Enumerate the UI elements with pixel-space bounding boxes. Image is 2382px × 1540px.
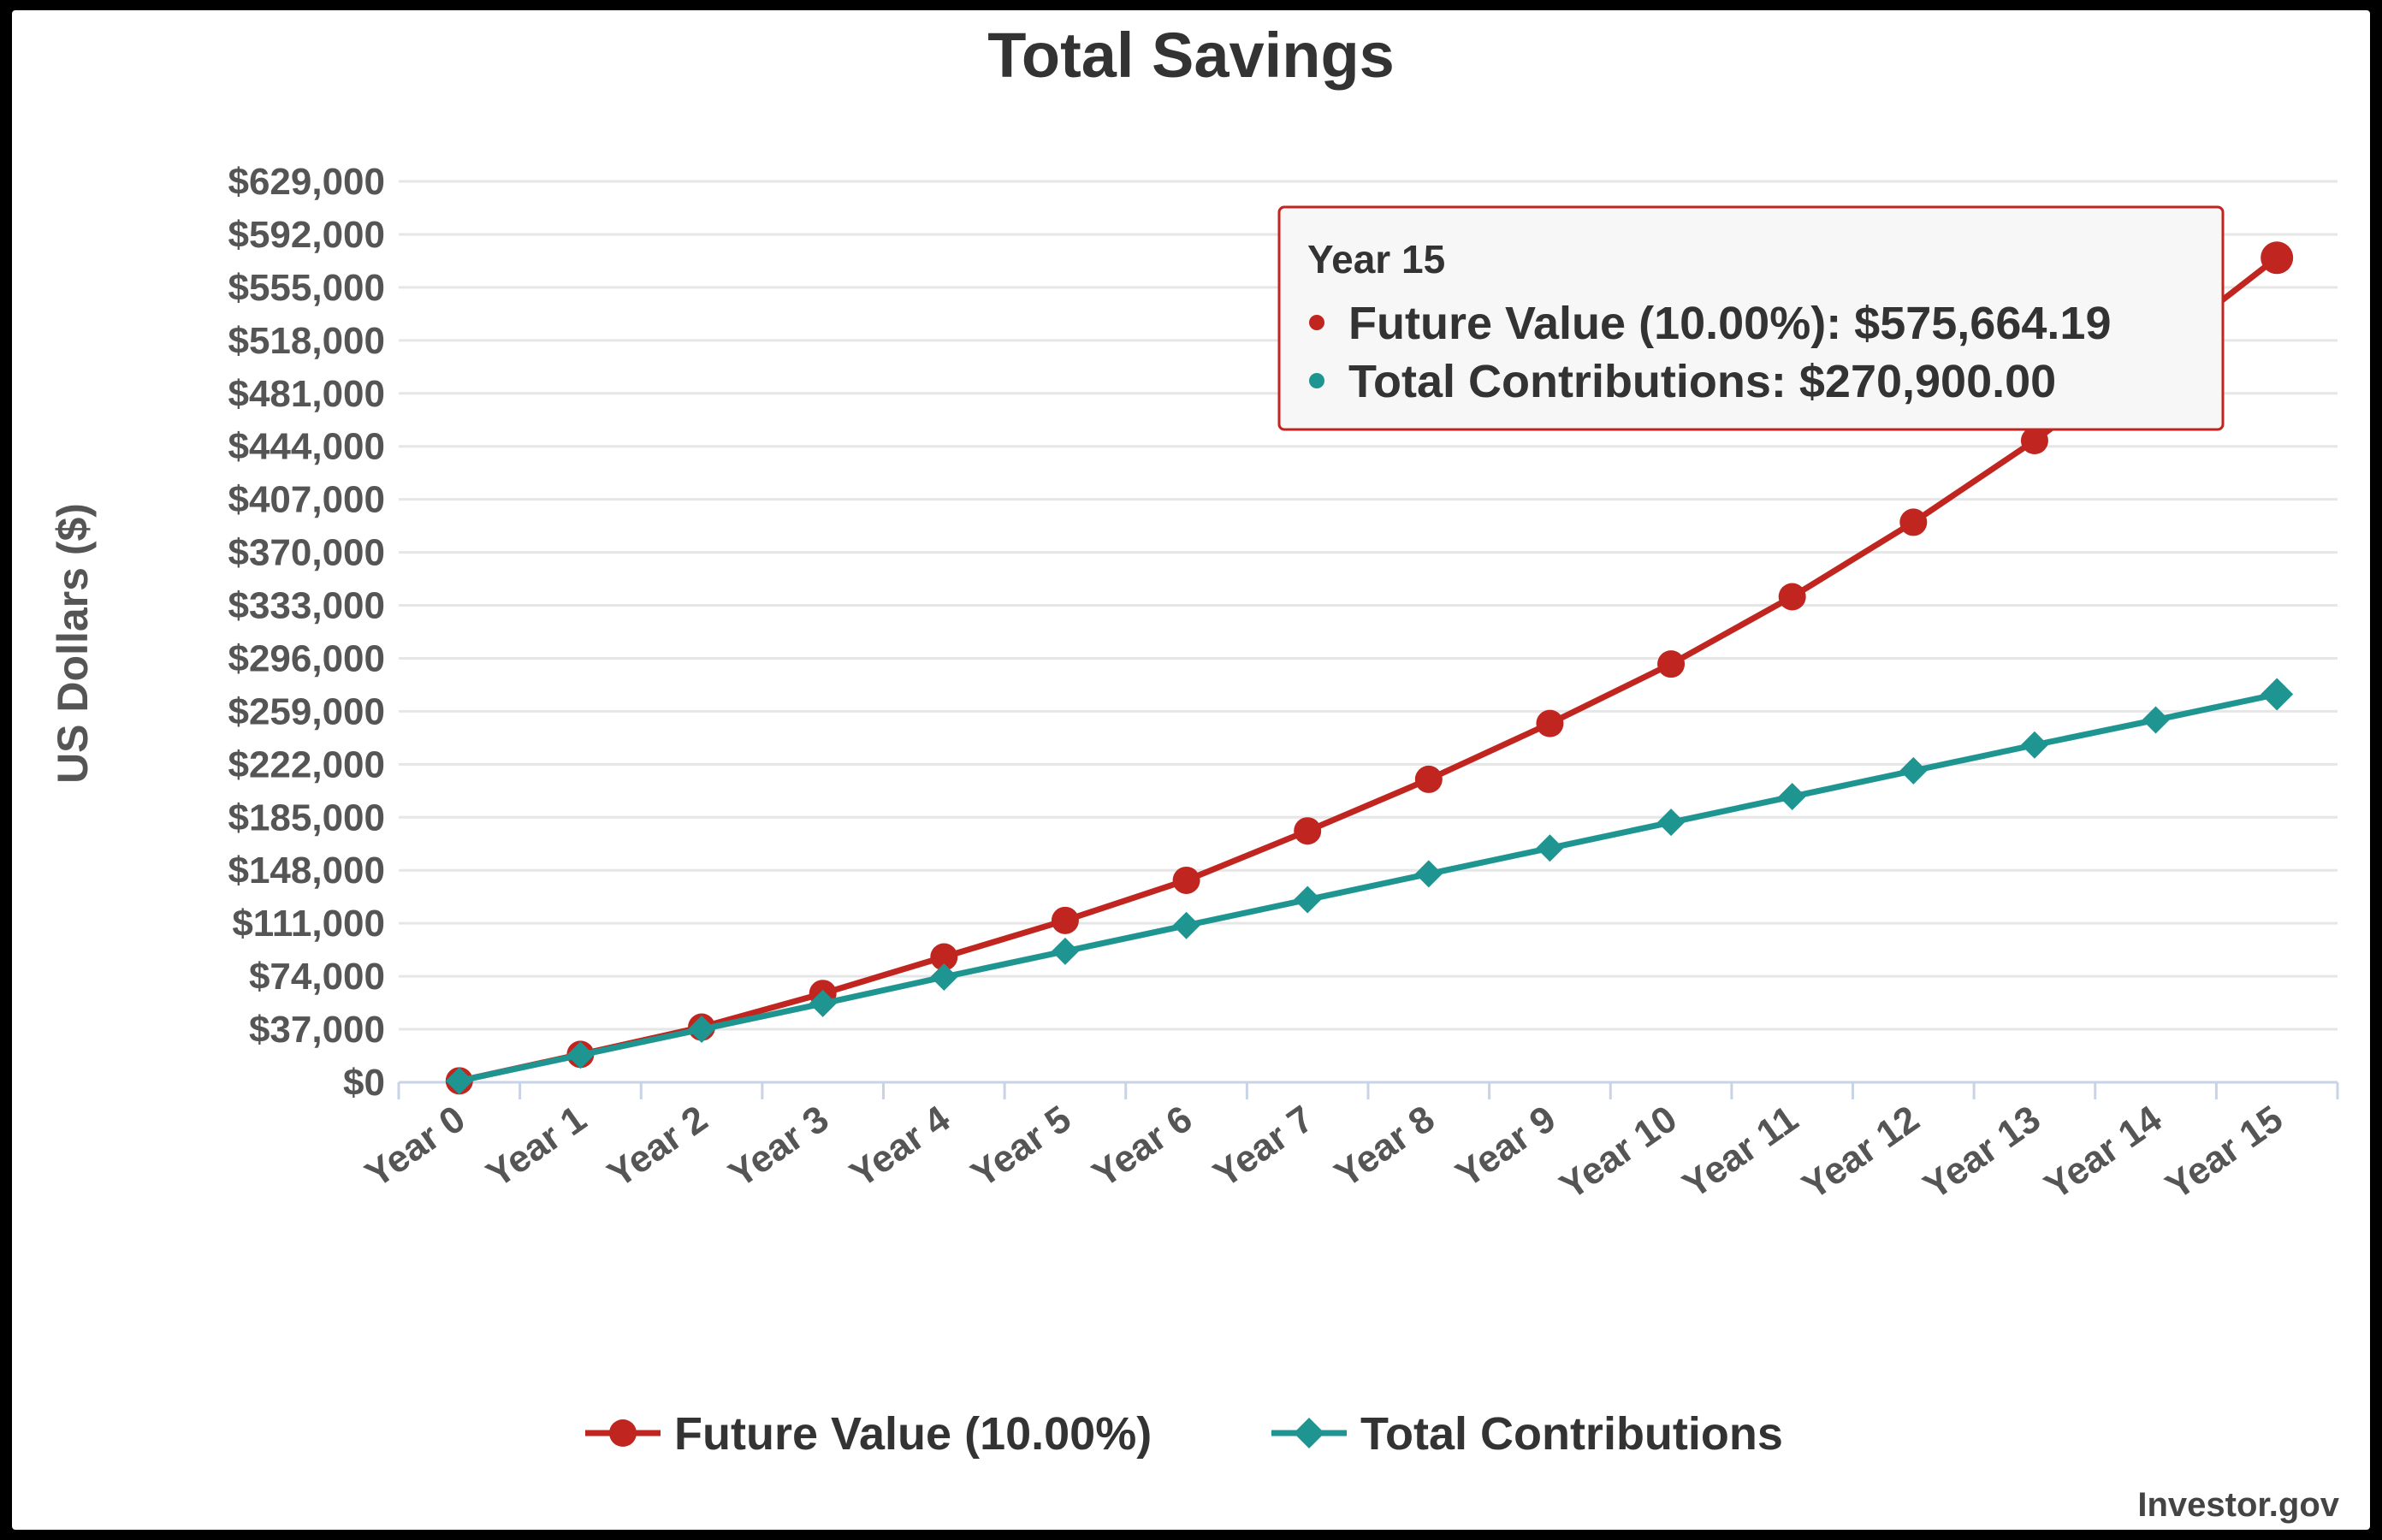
point-total-contributions[interactable] xyxy=(1051,937,1079,965)
x-tick-label: Year 8 xyxy=(1327,1098,1442,1196)
tooltip: Year 15 Future Value (10.00%): $575,664.… xyxy=(1277,205,2225,431)
tooltip-header: Year 15 xyxy=(1307,237,1445,281)
y-tick-label: $0 xyxy=(343,1062,385,1104)
chart-svg: Total Savings US Dollars ($) $0 $37,000 $7… xyxy=(49,20,2340,1524)
point-future-value-10-00[interactable] xyxy=(1414,765,1443,793)
tooltip-dot-future-value xyxy=(1309,315,1324,330)
point-total-contributions[interactable] xyxy=(809,989,837,1017)
point-total-contributions[interactable] xyxy=(2020,731,2048,759)
x-axis xyxy=(397,1081,2339,1099)
point-total-contributions[interactable] xyxy=(2261,678,2294,711)
credit-link[interactable]: Investor.gov xyxy=(2137,1486,2339,1524)
x-tick-label: Year 7 xyxy=(1206,1098,1321,1196)
x-tick-label: Year 11 xyxy=(1675,1098,1805,1206)
point-future-value-10-00[interactable] xyxy=(2020,427,2048,455)
y-tick-label: $37,000 xyxy=(249,1009,385,1051)
point-total-contributions[interactable] xyxy=(1657,808,1686,837)
point-future-value-10-00[interactable] xyxy=(930,943,958,971)
x-tick-label: Year 2 xyxy=(600,1098,714,1196)
x-tick-label: Year 4 xyxy=(843,1098,958,1196)
x-tick-label: Year 5 xyxy=(963,1098,1078,1196)
point-future-value-10-00[interactable] xyxy=(1899,508,1928,536)
y-tick-label: $148,000 xyxy=(228,850,385,891)
x-tick-label: Year 14 xyxy=(2037,1098,2170,1208)
legend-item-total-contributions[interactable]: Total Contributions xyxy=(1271,1408,1783,1460)
y-tick-label: $259,000 xyxy=(228,690,385,732)
y-tick-label: $481,000 xyxy=(228,373,385,415)
point-total-contributions[interactable] xyxy=(688,1016,716,1044)
legend-marker-future-value xyxy=(609,1419,637,1447)
y-tick-label: $518,000 xyxy=(228,320,385,362)
y-tick-label: $444,000 xyxy=(228,426,385,468)
point-future-value-10-00[interactable] xyxy=(1294,817,1322,845)
point-total-contributions[interactable] xyxy=(1414,860,1443,888)
y-tick-label: $111,000 xyxy=(232,903,385,945)
series-line-total-contributions xyxy=(459,691,2278,1084)
point-total-contributions[interactable] xyxy=(1294,886,1322,914)
point-future-value-10-00[interactable] xyxy=(1051,906,1079,934)
y-axis-label: US Dollars ($) xyxy=(49,503,97,784)
y-tick-label: $629,000 xyxy=(228,161,385,203)
y-tick-label: $74,000 xyxy=(249,956,385,998)
point-future-value-10-00[interactable] xyxy=(1778,583,1806,611)
x-tick-label: Year 13 xyxy=(1916,1098,2047,1208)
point-total-contributions[interactable] xyxy=(445,1067,473,1095)
tooltip-row-future-value: Future Value (10.00%): $575,664.19 xyxy=(1348,298,2111,349)
point-total-contributions[interactable] xyxy=(1536,834,1564,862)
x-tick-label: Year 1 xyxy=(479,1098,594,1196)
y-tick-label: $592,000 xyxy=(228,214,385,256)
point-future-value-10-00[interactable] xyxy=(2261,241,2294,275)
y-tick-label: $222,000 xyxy=(228,743,385,785)
legend-label-future-value: Future Value (10.00%) xyxy=(674,1408,1152,1460)
chart-frame: Total Savings US Dollars ($) $0 $37,000 $7… xyxy=(12,10,2370,1530)
tooltip-box xyxy=(1277,205,2225,431)
legend-label-total-contributions: Total Contributions xyxy=(1360,1408,1783,1460)
x-tick-label: Year 10 xyxy=(1552,1098,1684,1208)
x-tick-label: Year 6 xyxy=(1085,1098,1200,1196)
legend: Future Value (10.00%) Total Contribution… xyxy=(585,1408,1783,1460)
y-tick-label: $296,000 xyxy=(228,637,385,679)
x-tick-label: Year 0 xyxy=(358,1098,472,1196)
y-tick-label: $185,000 xyxy=(228,797,385,838)
y-tick-labels: $0 $37,000 $74,000 $111,000 $148,000 $185,000… xyxy=(228,161,385,1104)
tooltip-dot-total-contributions xyxy=(1309,373,1324,388)
point-total-contributions[interactable] xyxy=(930,962,958,991)
x-tick-labels: Year 0 Year 1 Year 2 Year 3 Year 4 Year 5 Year… xyxy=(358,1098,2290,1208)
y-tick-label: $370,000 xyxy=(228,532,385,574)
tooltip-row-total-contributions: Total Contributions: $270,900.00 xyxy=(1348,356,2056,407)
point-total-contributions[interactable] xyxy=(1899,756,1928,785)
y-tick-label: $555,000 xyxy=(228,267,385,309)
x-tick-label: Year 9 xyxy=(1449,1098,1563,1196)
y-tick-label: $407,000 xyxy=(228,479,385,521)
x-tick-label: Year 12 xyxy=(1795,1098,1927,1208)
point-future-value-10-00[interactable] xyxy=(1536,709,1564,737)
y-tick-label: $333,000 xyxy=(228,585,385,627)
point-total-contributions[interactable] xyxy=(1778,783,1806,811)
series-line-future-value-10-00 xyxy=(459,255,2279,1084)
point-total-contributions[interactable] xyxy=(2142,706,2170,734)
x-tick-label: Year 15 xyxy=(2159,1098,2290,1208)
legend-item-future-value[interactable]: Future Value (10.00%) xyxy=(585,1408,1152,1460)
point-future-value-10-00[interactable] xyxy=(1172,866,1200,894)
point-future-value-10-00[interactable] xyxy=(1657,650,1686,678)
legend-marker-total-contributions xyxy=(1294,1418,1324,1448)
x-tick-label: Year 3 xyxy=(721,1098,836,1196)
point-total-contributions[interactable] xyxy=(1172,911,1200,939)
chart-title: Total Savings xyxy=(987,20,1395,91)
point-total-contributions[interactable] xyxy=(566,1041,595,1069)
